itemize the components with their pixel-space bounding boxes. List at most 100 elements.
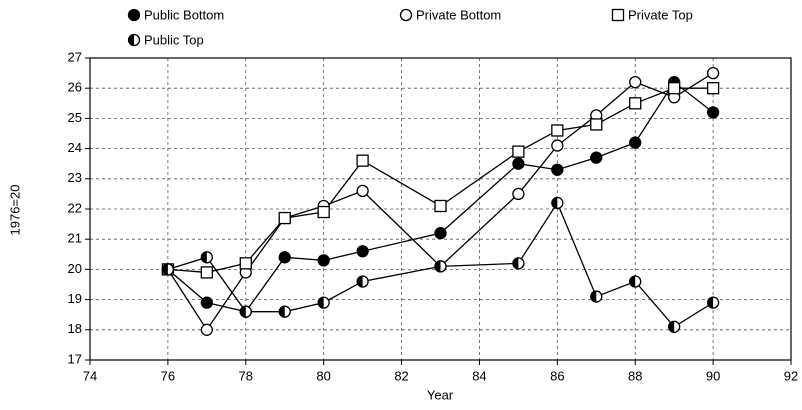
marker bbox=[434, 199, 447, 213]
marker bbox=[629, 275, 642, 288]
x-tick-label: 82 bbox=[394, 368, 408, 383]
y-tick-label: 22 bbox=[68, 200, 82, 215]
marker bbox=[551, 124, 564, 137]
marker bbox=[629, 97, 642, 110]
marker-shape bbox=[356, 184, 369, 198]
marker bbox=[629, 136, 642, 149]
y-axis-label: 1976=20 bbox=[7, 185, 22, 236]
marker-shape bbox=[706, 66, 720, 80]
marker-half bbox=[590, 291, 597, 303]
x-tick-label: 84 bbox=[472, 368, 486, 383]
marker bbox=[590, 290, 603, 303]
marker-half bbox=[318, 297, 324, 309]
marker-shape bbox=[278, 211, 291, 225]
marker bbox=[512, 145, 525, 158]
x-tick-label: 86 bbox=[550, 368, 564, 383]
marker bbox=[629, 76, 642, 89]
y-tick-label: 18 bbox=[68, 321, 82, 336]
x-axis-label: Year bbox=[427, 387, 454, 402]
marker-half bbox=[240, 306, 246, 318]
legend-label: Public Bottom bbox=[144, 7, 224, 22]
y-tick-label: 26 bbox=[68, 80, 82, 95]
marker-shape bbox=[434, 227, 447, 240]
marker-half bbox=[512, 257, 519, 269]
marker-shape bbox=[551, 124, 564, 137]
marker bbox=[434, 260, 447, 273]
marker bbox=[356, 275, 369, 288]
marker bbox=[161, 263, 175, 276]
marker-half bbox=[707, 297, 714, 309]
x-tick-label: 78 bbox=[239, 368, 253, 383]
marker bbox=[127, 33, 141, 47]
marker-shape bbox=[512, 145, 525, 158]
marker-shape bbox=[668, 82, 681, 95]
marker bbox=[434, 227, 447, 240]
y-tick-label: 20 bbox=[68, 261, 82, 276]
marker bbox=[706, 66, 720, 80]
marker-shape bbox=[512, 187, 525, 201]
marker bbox=[278, 251, 291, 264]
marker-half bbox=[629, 275, 636, 287]
marker bbox=[706, 106, 720, 119]
marker-shape bbox=[629, 97, 642, 110]
series-line bbox=[167, 87, 714, 274]
marker-shape bbox=[278, 251, 291, 264]
y-tick-label: 24 bbox=[68, 140, 82, 155]
marker-shape bbox=[706, 82, 720, 95]
marker bbox=[512, 257, 525, 270]
marker-shape bbox=[317, 254, 330, 267]
marker-half bbox=[435, 260, 441, 272]
marker bbox=[668, 82, 681, 95]
marker bbox=[706, 82, 720, 95]
marker-shape bbox=[317, 205, 330, 219]
marker-half bbox=[357, 275, 363, 287]
y-tick-label: 21 bbox=[68, 231, 82, 246]
marker bbox=[200, 296, 213, 309]
marker bbox=[239, 305, 252, 318]
marker-shape bbox=[399, 8, 413, 22]
marker-shape bbox=[356, 154, 369, 167]
marker-half bbox=[668, 321, 675, 333]
x-tick-label: 92 bbox=[784, 368, 798, 383]
marker bbox=[200, 266, 213, 279]
marker bbox=[278, 305, 291, 318]
x-tick-label: 88 bbox=[628, 368, 642, 383]
marker bbox=[239, 257, 252, 270]
marker-shape bbox=[239, 257, 252, 270]
y-tick-label: 23 bbox=[68, 170, 82, 185]
marker-shape bbox=[512, 157, 525, 170]
marker bbox=[611, 8, 625, 22]
marker-shape bbox=[200, 323, 213, 336]
marker bbox=[706, 296, 720, 309]
y-tick-label: 19 bbox=[68, 291, 82, 306]
marker bbox=[551, 163, 564, 176]
marker bbox=[590, 151, 603, 164]
marker bbox=[356, 154, 369, 167]
marker-half bbox=[162, 263, 168, 275]
marker-half bbox=[201, 251, 207, 263]
marker-shape bbox=[590, 151, 603, 164]
marker bbox=[399, 8, 413, 22]
marker-shape bbox=[590, 118, 603, 131]
marker bbox=[317, 254, 330, 267]
x-tick-label: 90 bbox=[706, 368, 720, 383]
marker-shape bbox=[629, 76, 642, 89]
marker-half bbox=[279, 306, 285, 318]
marker-shape bbox=[706, 106, 720, 119]
marker bbox=[356, 184, 369, 198]
marker-half bbox=[128, 34, 134, 46]
marker-shape bbox=[611, 8, 625, 22]
marker bbox=[317, 205, 330, 219]
x-tick-label: 80 bbox=[316, 368, 330, 383]
marker bbox=[356, 245, 369, 258]
marker-shape bbox=[356, 245, 369, 258]
legend-label: Private Bottom bbox=[416, 7, 501, 22]
marker-shape bbox=[551, 139, 564, 152]
marker-shape bbox=[434, 199, 447, 213]
marker bbox=[127, 8, 141, 22]
marker-shape bbox=[200, 266, 213, 279]
marker-shape bbox=[551, 163, 564, 176]
marker bbox=[512, 157, 525, 170]
marker bbox=[668, 320, 681, 333]
